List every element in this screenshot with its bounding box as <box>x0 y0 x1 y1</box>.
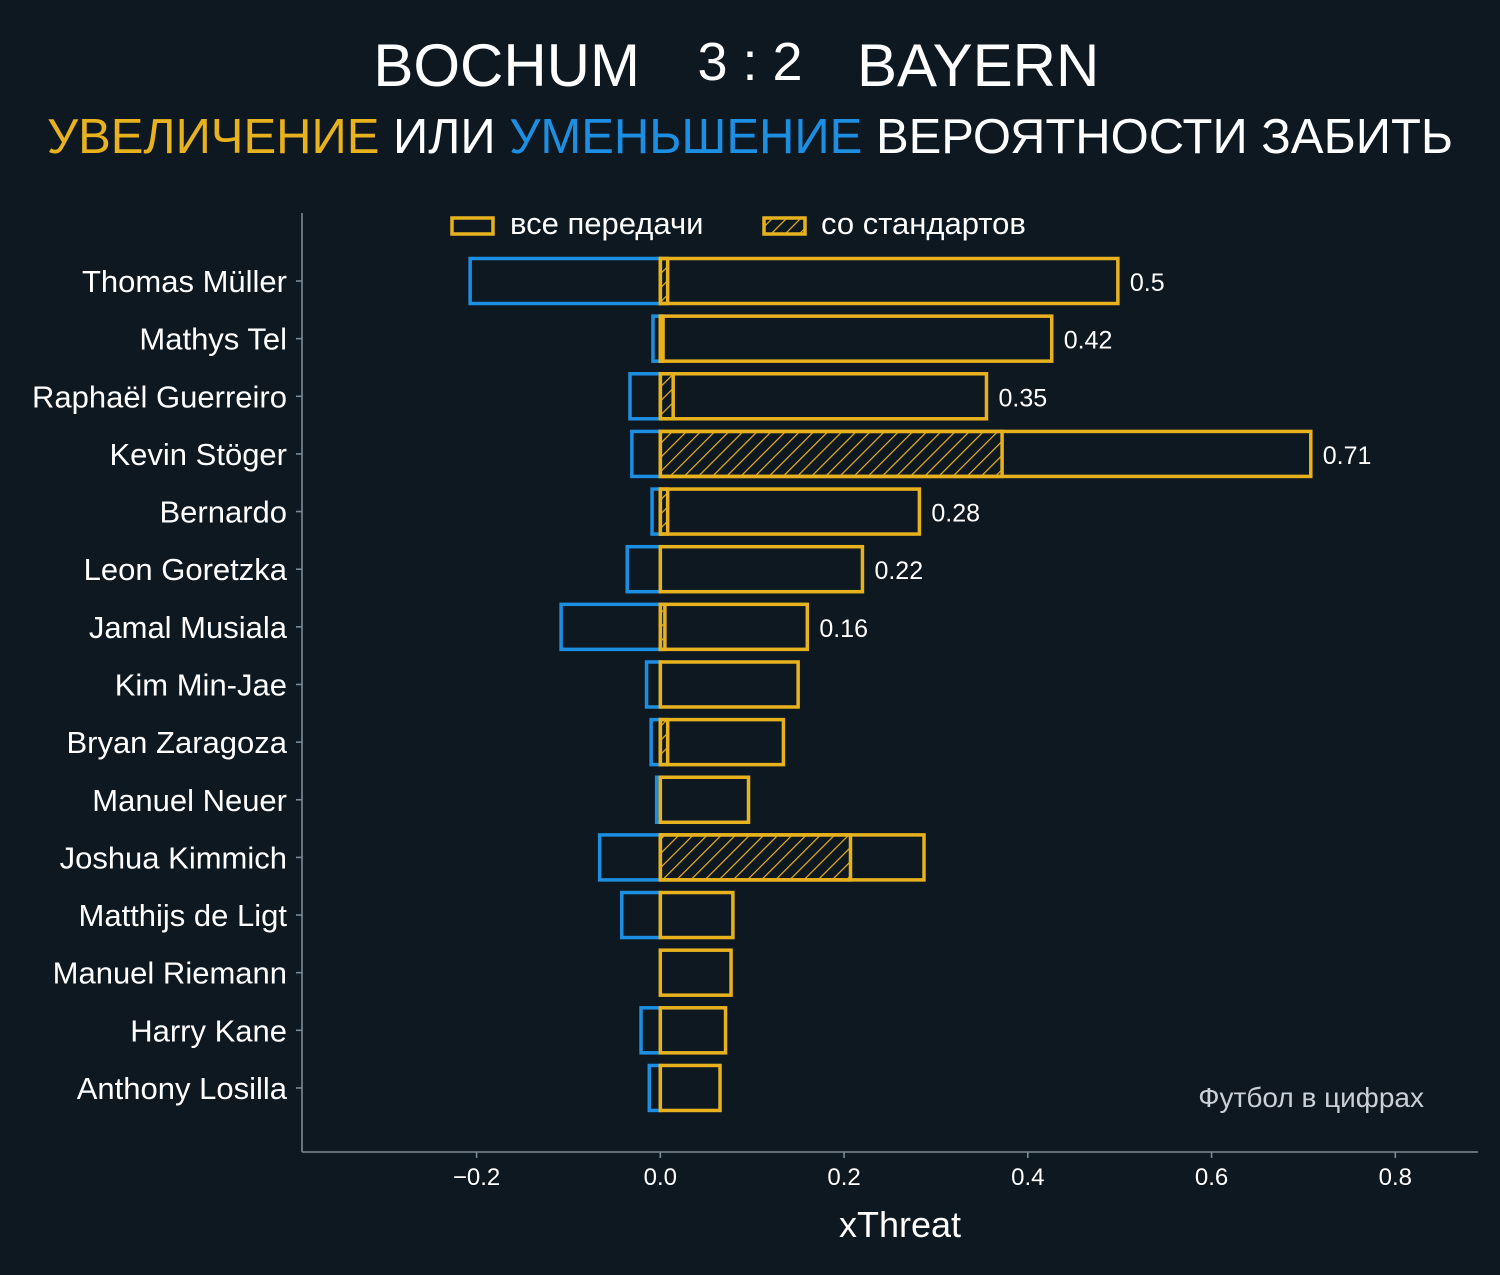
y-tick-label: Joshua Kimmich <box>60 840 287 875</box>
bar-all-passes <box>658 602 810 652</box>
subtitle-or: ИЛИ <box>379 110 509 164</box>
title-score: 3 : 2 <box>697 32 802 92</box>
bar-all-passes <box>658 372 989 421</box>
bar-negative <box>625 544 663 594</box>
bar-set-pieces <box>658 372 675 421</box>
subtitle: УВЕЛИЧЕНИЕ ИЛИ УМЕНЬШЕНИЕ ВЕРОЯТНОСТИ ЗА… <box>47 110 1453 164</box>
y-tick-label: Bernardo <box>159 495 287 530</box>
y-tick-label: Harry Kane <box>130 1013 287 1048</box>
bar-all-passes <box>658 1006 728 1055</box>
data-label: 0.22 <box>874 557 923 585</box>
data-label: 0.16 <box>819 615 868 643</box>
data-label: 0.71 <box>1323 442 1372 470</box>
bar-all-passes <box>658 487 922 536</box>
bar-all-passes <box>658 833 926 882</box>
y-tick-label: Raphaël Guerreiro <box>32 379 287 414</box>
bar-all-passes <box>658 544 865 594</box>
bar-set-pieces <box>658 429 1004 479</box>
y-tick-label: Bryan Zaragoza <box>66 725 287 760</box>
subtitle-rest: ВЕРОЯТНОСТИ ЗАБИТЬ <box>862 110 1453 164</box>
y-tick-label: Manuel Neuer <box>92 783 287 818</box>
data-label: 0.5 <box>1130 269 1165 297</box>
y-tick-label: Leon Goretzka <box>84 552 288 587</box>
x-tick-label: 0.4 <box>1011 1164 1044 1191</box>
legend-label-set-pieces: со стандартов <box>821 206 1026 241</box>
y-axis-ticks: Thomas Müller Mathys Tel Raphaël Guerreiro… <box>32 264 302 1106</box>
bar-set-pieces <box>658 833 853 882</box>
x-axis-ticks: −0.2 0.0 0.2 0.4 0.6 0.8 <box>453 1152 1412 1191</box>
x-axis-label: xThreat <box>839 1204 961 1245</box>
data-label: 0.28 <box>931 500 980 528</box>
bar-all-passes <box>658 256 1120 306</box>
data-label: 0.35 <box>998 384 1047 412</box>
x-tick-label: −0.2 <box>453 1164 500 1191</box>
subtitle-decrease: УМЕНЬШЕНИЕ <box>509 110 862 164</box>
legend-label-all-passes: все передачи <box>510 206 703 241</box>
bar-negative <box>468 256 663 306</box>
legend-swatch-all-passes <box>450 216 495 236</box>
bar-negative <box>628 372 663 421</box>
y-tick-label: Thomas Müller <box>82 264 287 299</box>
y-tick-label: Manuel Riemann <box>53 956 287 991</box>
bar-all-passes <box>658 890 735 940</box>
y-tick-label: Anthony Losilla <box>77 1071 288 1106</box>
bar-negative <box>597 833 663 882</box>
bar-all-passes <box>658 948 733 997</box>
x-tick-label: 0.0 <box>644 1164 677 1191</box>
bar-all-passes <box>658 1063 722 1113</box>
bar-negative <box>619 890 663 940</box>
bar-negative <box>559 602 663 652</box>
x-tick-label: 0.6 <box>1195 1164 1228 1191</box>
bar-all-passes <box>658 429 1313 479</box>
y-tick-label: Mathys Tel <box>139 322 287 357</box>
data-label: 0.42 <box>1064 327 1113 355</box>
bar-negative <box>644 660 663 709</box>
bar-all-passes <box>658 717 786 767</box>
x-tick-label: 0.2 <box>827 1164 860 1191</box>
legend-swatch-set-pieces <box>762 216 807 236</box>
watermark: Футбол в цифрах <box>1198 1082 1424 1113</box>
title-home: BOCHUM <box>373 32 640 99</box>
legend: все передачи со стандартов <box>450 206 1026 241</box>
y-tick-label: Kim Min-Jae <box>115 667 287 702</box>
data-labels-layer: 0.5 0.42 0.35 0.71 0.28 0.22 0.16 <box>819 269 1371 643</box>
bar-all-passes <box>658 775 751 825</box>
subtitle-increase: УВЕЛИЧЕНИЕ <box>47 110 380 164</box>
title-away: BAYERN <box>857 32 1099 99</box>
y-tick-label: Jamal Musiala <box>89 610 288 645</box>
bar-all-passes <box>658 660 800 709</box>
bars-layer <box>468 256 1313 1113</box>
bar-negative <box>639 1006 663 1055</box>
bar-negative <box>630 429 663 479</box>
bar-all-passes <box>658 314 1054 363</box>
x-tick-label: 0.8 <box>1379 1164 1412 1191</box>
y-tick-label: Matthijs de Ligt <box>79 898 288 933</box>
y-tick-label: Kevin Stöger <box>110 437 288 472</box>
